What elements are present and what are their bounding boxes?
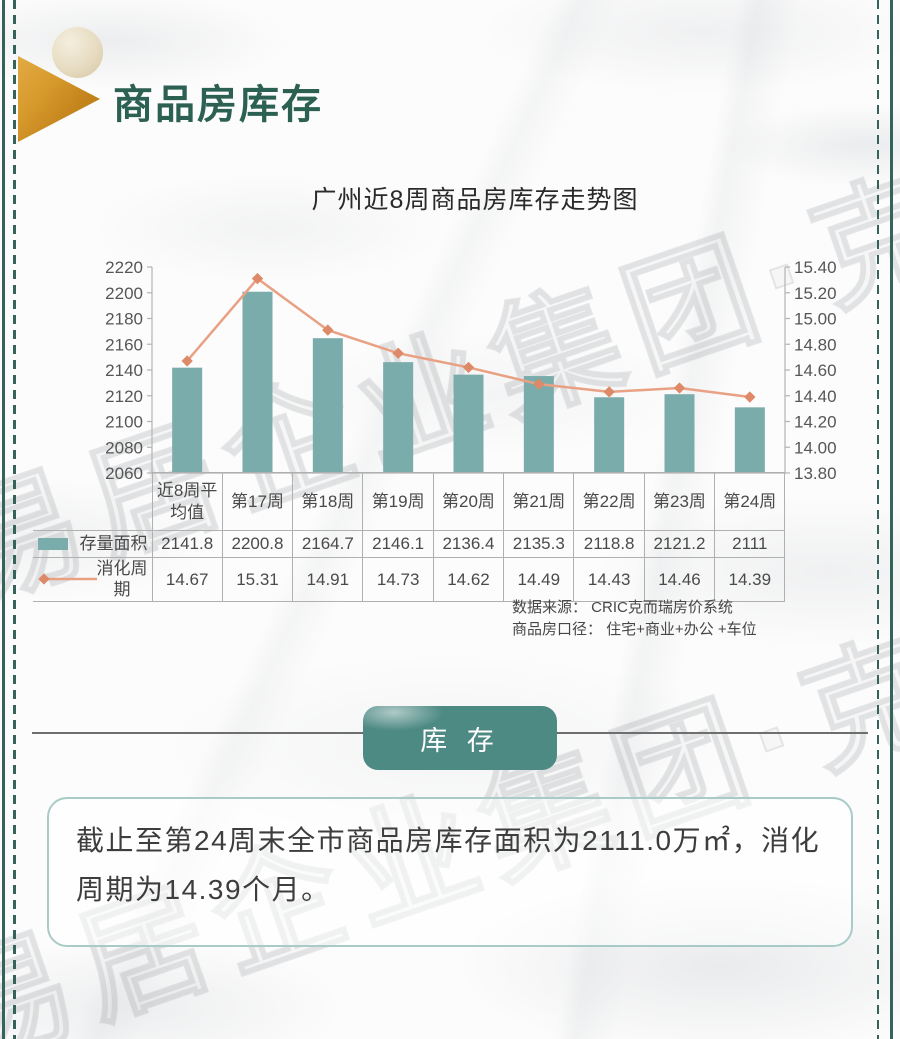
line-marker-第18周 <box>322 324 334 336</box>
x-label-cell: 第18周 <box>292 472 364 531</box>
x-label-cell: 第23周 <box>643 472 716 531</box>
section-badge-label: 库 存 <box>420 725 500 756</box>
bar-value-cell: 2111 <box>714 530 786 558</box>
bar-value-cell: 2141.8 <box>151 530 223 558</box>
bar-第17周 <box>242 291 273 473</box>
line-marker-近8周平均值 <box>181 355 193 367</box>
left-axis-label: 2140 <box>105 361 143 380</box>
line-value-cell: 14.46 <box>643 557 716 602</box>
bar-value-cell: 2135.3 <box>503 530 575 558</box>
x-label-cell: 第21周 <box>503 472 575 531</box>
bar-value-cell: 2164.7 <box>292 530 364 558</box>
data-source-note: 数据来源： CRIC克而瑞房价系统 商品房口径： 住宅+商业+办公 +车位 <box>512 597 757 641</box>
chart-data-table: 近8周平均值 第17周 第18周 第19周 第20周 第21周 第22周 第23周 第24周存量… <box>33 472 786 602</box>
gold-circle-icon <box>52 27 103 78</box>
left-dashed-border <box>13 0 16 1039</box>
bar-第23周 <box>664 394 695 473</box>
summary-box: 截止至第24周末全市商品房库存面积为2111.0万㎡，消化周期为14.39个月。 <box>47 797 853 947</box>
right-axis-label: 15.40 <box>794 258 837 277</box>
x-label-cell: 近8周平均值 <box>151 472 223 531</box>
bar-series-name: 存量面积 <box>79 534 148 554</box>
bar-value-cell: 2118.8 <box>573 530 645 558</box>
right-dashed-border <box>876 0 879 1039</box>
left-axis-label: 2220 <box>105 258 143 277</box>
x-label-cell: 第17周 <box>221 472 294 531</box>
bar-近8周平均值 <box>172 367 203 473</box>
legend-bar-series: 存量面积 <box>33 530 153 558</box>
line-value-cell: 14.39 <box>714 557 786 602</box>
line-value-cell: 14.73 <box>362 557 434 602</box>
right-solid-border <box>890 0 893 1039</box>
line-legend-icon <box>38 573 97 585</box>
bar-第21周 <box>523 376 554 473</box>
line-value-cell: 14.49 <box>503 557 575 602</box>
left-axis-label: 2080 <box>105 438 143 457</box>
section-badge: 库 存 <box>363 706 557 770</box>
page-title: 商品房库存 <box>113 83 323 127</box>
line-value-cell: 14.62 <box>432 557 505 602</box>
right-axis-label: 13.80 <box>794 464 837 483</box>
left-axis-label: 2100 <box>105 413 143 432</box>
right-axis-label: 15.20 <box>794 284 837 303</box>
bar-legend-swatch <box>38 538 68 550</box>
line-value-cell: 14.43 <box>573 557 645 602</box>
bar-第18周 <box>312 338 343 473</box>
legend-line-series: 消化周期 <box>33 557 153 602</box>
left-axis-label: 2160 <box>105 335 143 354</box>
bar-value-cell: 2146.1 <box>362 530 434 558</box>
data-source-line: 数据来源： CRIC克而瑞房价系统 <box>512 599 733 616</box>
summary-text: 截止至第24周末全市商品房库存面积为2111.0万㎡，消化周期为14.39个月。 <box>76 825 821 905</box>
line-marker-第22周 <box>603 386 615 398</box>
left-axis-label: 2120 <box>105 387 143 406</box>
right-axis-label: 14.40 <box>794 387 837 406</box>
right-axis-label: 14.80 <box>794 335 837 354</box>
bar-第22周 <box>594 397 625 473</box>
bar-value-cell: 2136.4 <box>432 530 505 558</box>
line-marker-第23周 <box>673 382 686 394</box>
line-series-name: 消化周期 <box>96 559 148 600</box>
left-solid-border <box>2 0 5 1039</box>
bar-value-cell: 2200.8 <box>221 530 294 558</box>
right-axis-label: 15.00 <box>794 310 837 329</box>
left-axis-label: 2180 <box>105 310 143 329</box>
bar-第24周 <box>734 407 765 473</box>
line-value-cell: 14.67 <box>151 557 223 602</box>
bar-第20周 <box>453 374 484 473</box>
left-axis-label: 2060 <box>105 464 143 483</box>
x-label-cell: 第20周 <box>432 472 505 531</box>
bar-value-cell: 2121.2 <box>643 530 716 558</box>
line-marker-第19周 <box>392 347 404 359</box>
x-label-cell: 第19周 <box>362 472 434 531</box>
x-label-cell: 第24周 <box>714 472 786 531</box>
inventory-trend-chart: 2220 15.40 2200 15.20 2180 15.00 2160 14.80 2140… <box>105 258 837 483</box>
x-label-cell: 第22周 <box>573 472 645 531</box>
right-axis-label: 14.00 <box>794 438 837 457</box>
left-axis-label: 2200 <box>105 284 143 303</box>
table-corner-cell <box>33 473 152 531</box>
right-axis-label: 14.20 <box>794 413 837 432</box>
line-marker-第24周 <box>744 391 756 403</box>
data-caliber-line: 商品房口径： 住宅+商业+办公 +车位 <box>512 621 757 638</box>
right-axis-label: 14.60 <box>794 361 837 380</box>
line-marker-第20周 <box>462 361 475 374</box>
line-value-cell: 15.31 <box>221 557 294 602</box>
chart-title: 广州近8周商品房库存走势图 <box>311 186 639 214</box>
line-value-cell: 14.91 <box>292 557 364 602</box>
bar-第19周 <box>383 362 414 473</box>
